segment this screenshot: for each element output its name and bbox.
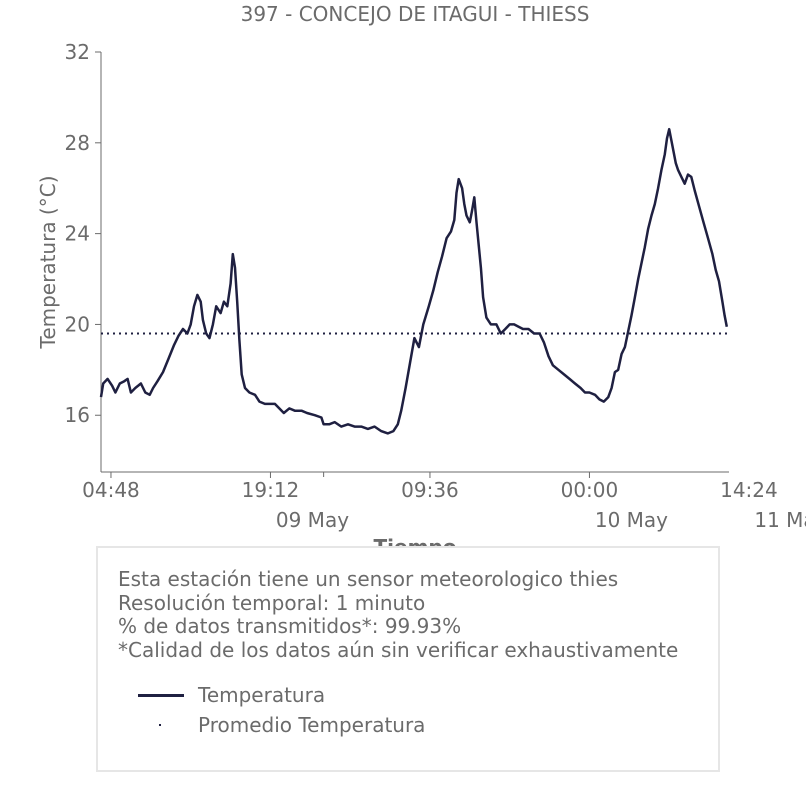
y-tick-label: 24 — [65, 222, 90, 246]
legend: Temperatura Promedio Temperatura — [138, 680, 425, 740]
legend-label-promedio: Promedio Temperatura — [198, 713, 426, 737]
y-ticks: 16 20 24 28 32 — [65, 40, 101, 427]
info-text: Esta estación tiene un sensor meteorolog… — [118, 567, 679, 662]
x-tick-date-label: 11 May — [754, 508, 806, 532]
temperature-line — [99, 127, 729, 435]
legend-item-temperatura: Temperatura — [138, 680, 425, 710]
legend-line-swatch — [138, 685, 184, 705]
legend-item-promedio: Promedio Temperatura — [138, 710, 425, 740]
x-tick-label: 04:48 — [82, 478, 140, 502]
y-tick-label: 16 — [65, 403, 90, 427]
y-tick-label: 20 — [65, 312, 90, 336]
y-tick-label: 32 — [65, 40, 90, 64]
x-ticks: 04:48 19:12 09 May 09:36 00:00 10 May 14:24 11 … — [82, 472, 806, 532]
chart-title: 397 - CONCEJO DE ITAGUI - THIESS — [241, 2, 590, 26]
x-tick-date-label: 09 May — [276, 508, 349, 532]
x-tick-label: 19:12 — [242, 478, 300, 502]
y-axis-label: Temperatura (°C) — [36, 175, 60, 349]
info-line-sensor: Esta estación tiene un sensor meteorolog… — [118, 567, 619, 591]
info-line-transmitted: % de datos transmitidos*: 99.93% — [118, 614, 462, 638]
info-box: Esta estación tiene un sensor meteorolog… — [96, 546, 720, 772]
info-line-resolution: Resolución temporal: 1 minuto — [118, 590, 426, 615]
x-tick-date-label: 10 May — [595, 508, 668, 532]
x-tick-label: 14:24 — [720, 478, 778, 502]
series-layer — [99, 127, 729, 435]
axes — [100, 52, 729, 473]
info-line-quality: *Calidad de los datos aún sin verificar … — [118, 637, 679, 662]
x-tick-label: 00:00 — [561, 478, 619, 502]
legend-dot-swatch — [138, 715, 184, 735]
y-tick-label: 28 — [65, 131, 90, 155]
x-tick-label: 09:36 — [401, 478, 459, 502]
legend-label-temperatura: Temperatura — [198, 683, 326, 707]
